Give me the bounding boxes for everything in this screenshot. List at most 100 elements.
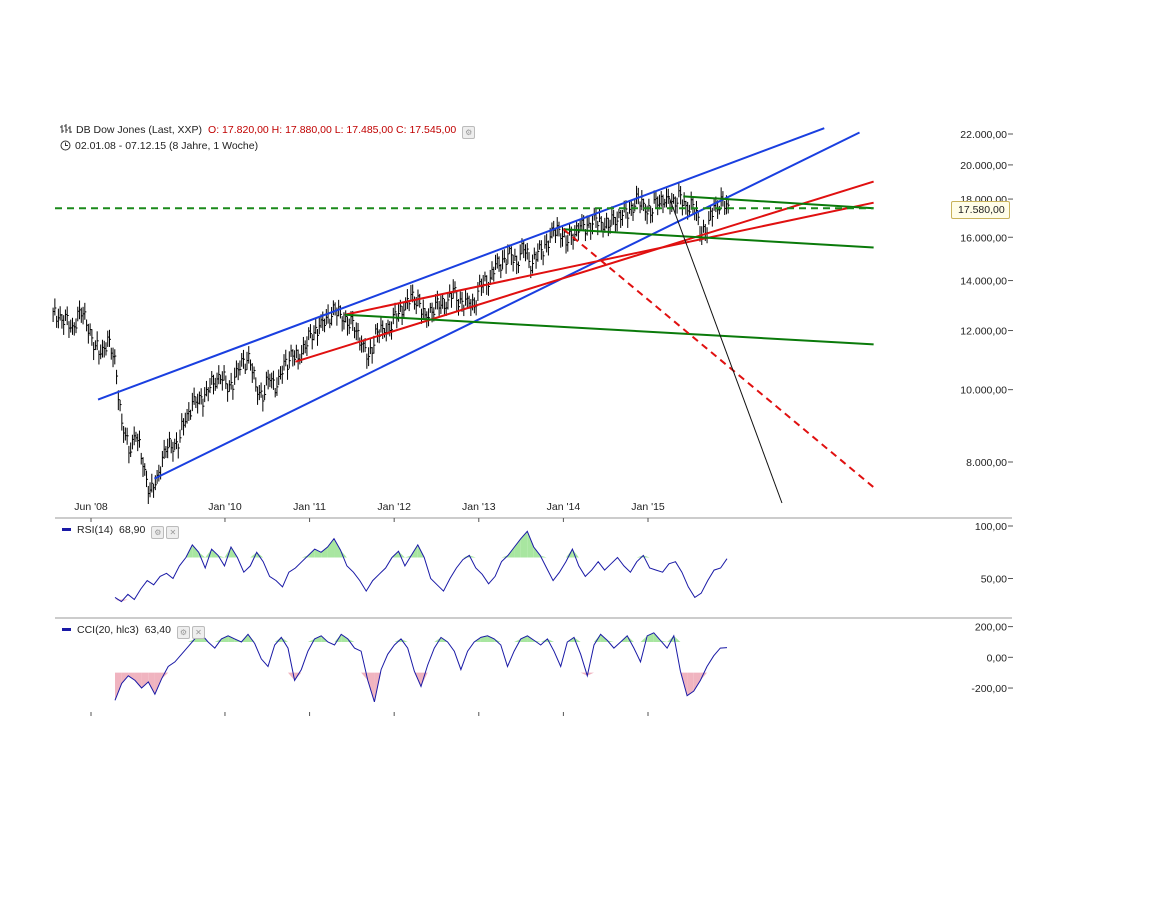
rsi-y-label: 50,00 [981,574,1007,586]
x-tick-label: Jan '10 [208,501,242,513]
cci-overbought-fill [667,635,674,642]
x-tick-label: Jan '11 [293,501,326,513]
cci-oversold-fill [587,672,594,676]
cci-oversold-fill [367,672,375,702]
rsi-overbought-fill [218,555,225,558]
rsi-overbought-fill [469,555,476,558]
trendline-green [683,195,874,210]
rsi-label: RSI(14) 68,90 ⚙ ✕ [62,524,180,539]
cci-value: 63,40 [144,624,171,636]
trendline-black [668,197,783,504]
rsi-overbought-fill [192,544,199,558]
cci-oversold-fill [141,672,149,689]
trendline-red-dashed [562,228,875,489]
y-tick-label: 14.000,00 [960,276,1007,288]
rsi-overbought-fill [256,552,264,558]
cci-overbought-fill [228,635,235,642]
cci-line [114,632,728,703]
rsi-overbought-fill [643,555,650,558]
cci-oversold-fill [687,672,694,696]
rsi-overbought-fill [334,538,341,558]
cci-y-label: 0,00 [987,652,1008,664]
cci-overbought-fill [487,635,495,642]
rsi-overbought-fill [514,538,521,558]
cci-overbought-fill [221,635,229,642]
rsi-overbought-fill [327,538,335,558]
chart-header: DB Dow Jones (Last, XXP) O: 17.820,00 H: … [60,124,476,139]
date-range-text: 02.01.08 - 07.12.15 (8 Jahre, 1 Woche) [75,140,259,152]
last-price-tag: 17.580,00 [951,201,1010,219]
trendline-blue [97,127,825,401]
cci-oversold-fill [161,672,169,679]
ohlc-values: O: 17.820,00 H: 17.880,00 L: 17.485,00 C… [208,124,457,136]
cci-legend-swatch [62,628,71,631]
x-tick-label: Jun '08 [74,501,108,513]
y-tick-label: 8.000,00 [966,457,1007,469]
clock-icon [60,140,71,151]
cci-oversold-fill [154,672,162,695]
cci-y-label: -200,00 [971,683,1007,695]
gear-icon[interactable]: ⚙ [151,526,165,539]
rsi-overbought-fill [321,547,328,558]
cci-overbought-fill [394,638,402,642]
y-tick-label: 12.000,00 [960,326,1007,338]
rsi-line [114,530,728,603]
x-tick-label: Jan '15 [631,501,665,513]
trendline-red [344,201,874,316]
gear-icon[interactable]: ⚙ [176,626,190,639]
cci-overbought-fill [334,634,342,642]
rsi-legend-swatch [62,528,71,531]
rsi-overbought-fill [565,549,573,558]
trendline-green [563,228,874,249]
rsi-overbought-fill [224,547,231,558]
cci-overbought-fill [248,634,255,642]
instrument-title: DB Dow Jones (Last, XXP) [76,124,203,136]
rsi-overbought-fill [314,549,322,558]
y-tick-label: 22.000,00 [960,129,1007,141]
rsi-overbought-fill [572,549,579,558]
cci-y-label: 200,00 [975,622,1007,634]
close-icon[interactable]: ✕ [166,526,180,539]
cci-oversold-fill [115,672,122,701]
close-icon[interactable]: ✕ [191,626,205,639]
ohlc-bars-icon [60,124,72,134]
rsi-overbought-fill [404,555,412,558]
rsi-value: 68,90 [119,524,146,536]
cci-overbought-fill [593,634,601,642]
cci-overbought-fill [341,634,348,642]
rsi-overbought-fill [205,549,212,558]
trendline-blue [154,131,860,480]
trendline-red [295,180,874,363]
cci-overbought-fill [314,635,322,642]
cci-overbought-fill [520,635,528,642]
x-tick-label: Jan '14 [547,501,581,513]
y-tick-label: 10.000,00 [960,385,1007,397]
cci-overbought-fill [274,637,282,642]
gear-icon[interactable]: ⚙ [462,126,476,139]
rsi-y-label: 100,00 [975,521,1007,533]
cci-oversold-fill [121,672,129,684]
y-tick-label: 16.000,00 [960,232,1007,244]
cci-overbought-fill [673,635,681,642]
y-tick-label: 20.000,00 [960,160,1007,172]
x-tick-label: Jan '12 [377,501,411,513]
cci-oversold-fill [421,672,428,687]
cci-oversold-fill [580,672,588,676]
rsi-overbought-fill [527,531,534,558]
x-tick-label: Jan '13 [462,501,496,513]
rsi-overbought-fill [340,550,347,558]
rsi-overbought-fill [540,555,547,558]
date-range: 02.01.08 - 07.12.15 (8 Jahre, 1 Woche) [60,140,258,152]
cci-overbought-fill [627,635,634,642]
cci-oversold-fill [700,672,708,681]
cci-oversold-fill [134,672,142,689]
cci-oversold-fill [128,672,135,681]
cci-name: CCI(20, hlc3) [77,624,139,636]
cci-overbought-fill [540,638,548,642]
rsi-name: RSI(14) [77,524,114,536]
cci-oversold-fill [148,672,155,695]
rsi-overbought-fill [520,531,528,558]
cci-oversold-fill [693,672,701,692]
